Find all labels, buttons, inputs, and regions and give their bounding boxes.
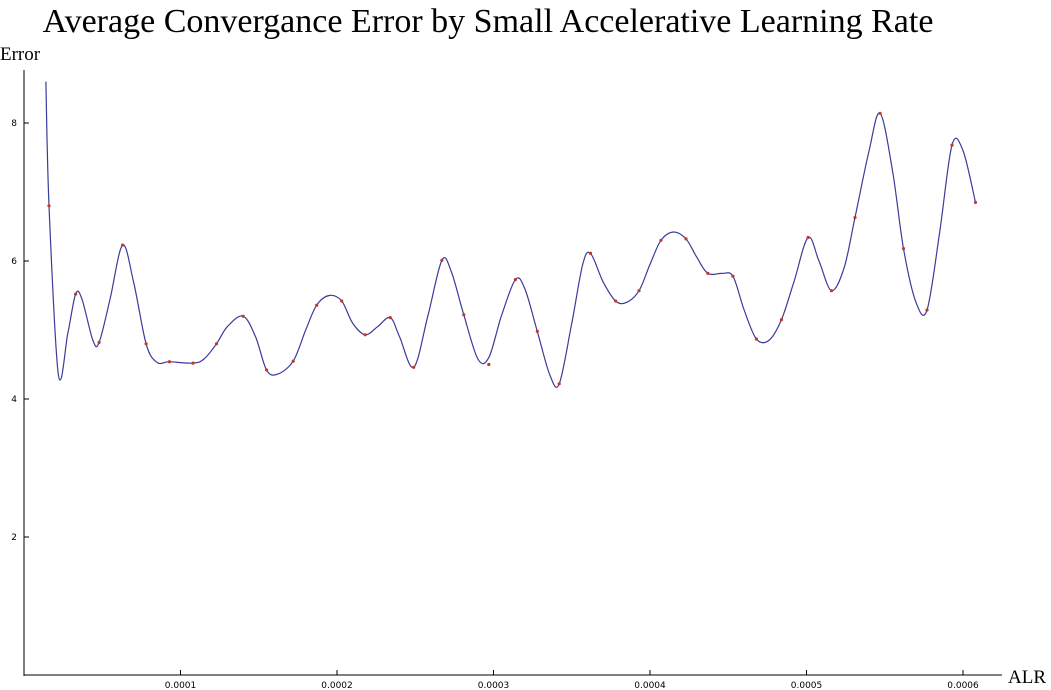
data-point: [265, 368, 269, 372]
x-tick-label: 0.0005: [791, 681, 823, 690]
data-point: [706, 271, 710, 275]
data-point: [925, 308, 929, 312]
data-point: [167, 360, 172, 364]
x-tick-label: 0.0003: [478, 681, 510, 690]
data-point: [901, 247, 906, 251]
data-point: [144, 342, 148, 346]
data-point: [291, 359, 295, 363]
data-point: [973, 200, 978, 204]
data-point: [462, 313, 466, 317]
data-point: [315, 303, 319, 307]
data-point: [731, 274, 735, 278]
x-tick-label: 0.0006: [947, 681, 979, 690]
y-tick-label: 2: [11, 533, 17, 543]
data-point: [829, 289, 834, 293]
data-point: [340, 299, 344, 303]
data-point: [950, 143, 954, 147]
data-point: [557, 382, 561, 386]
y-tick-label: 4: [11, 395, 17, 405]
data-point: [440, 258, 444, 262]
series-line: [45, 81, 977, 388]
data-point: [363, 333, 367, 337]
data-point: [74, 292, 78, 296]
chart-title: Average Convergance Error by Small Accel…: [43, 3, 934, 40]
y-tick-label: 6: [11, 257, 17, 267]
data-point: [806, 235, 810, 240]
data-point: [121, 243, 125, 247]
data-point: [388, 316, 392, 320]
data-point: [97, 340, 101, 344]
x-axis-label: ALR: [1008, 667, 1046, 688]
data-point: [684, 237, 688, 241]
data-point: [241, 314, 245, 318]
data-point: [853, 215, 857, 220]
data-point: [535, 329, 539, 333]
data-point: [191, 361, 195, 365]
data-point: [754, 337, 759, 341]
data-point: [614, 299, 618, 303]
data-point: [214, 342, 219, 346]
data-point: [637, 289, 641, 293]
x-tick-label: 0.0001: [165, 681, 197, 690]
y-axis-label: Error: [0, 44, 41, 65]
data-point: [659, 238, 663, 242]
x-tick-label: 0.0002: [321, 681, 353, 690]
data-point: [513, 278, 518, 282]
y-tick-label: 8: [11, 119, 17, 129]
data-point: [779, 318, 784, 322]
data-point: [588, 251, 593, 255]
x-tick-label: 0.0004: [634, 681, 666, 690]
data-point: [487, 362, 491, 367]
data-point: [47, 204, 51, 208]
data-point: [412, 365, 416, 369]
data-point: [878, 111, 882, 115]
